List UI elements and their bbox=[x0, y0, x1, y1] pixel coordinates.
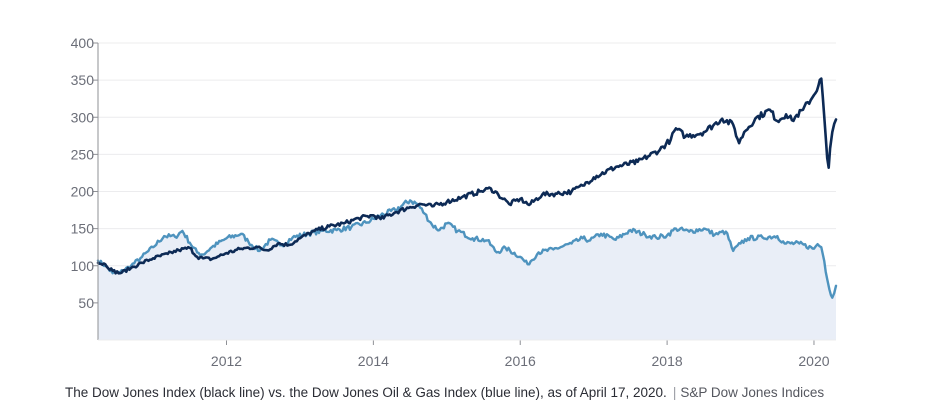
y-tick-label: 350 bbox=[71, 72, 95, 88]
y-tick-label: 400 bbox=[71, 35, 95, 51]
chart-caption: The Dow Jones Index (black line) vs. the… bbox=[65, 385, 824, 400]
y-tick-label: 50 bbox=[78, 295, 94, 311]
y-tick-label: 100 bbox=[71, 258, 95, 274]
x-tick-label: 2018 bbox=[652, 353, 683, 369]
x-tick-label: 2016 bbox=[505, 353, 536, 369]
series-lines bbox=[96, 77, 838, 299]
x-tick-label: 2012 bbox=[211, 353, 242, 369]
axes bbox=[93, 42, 836, 345]
x-tick-label: 2014 bbox=[358, 353, 389, 369]
tick-labels: 50 100 150 200 250 300 350 400 2012 2014 2016 2018 2… bbox=[71, 35, 830, 369]
line-chart: 50 100 150 200 250 300 350 400 2012 2014 2016 2018 2… bbox=[71, 35, 838, 369]
caption-separator: | bbox=[672, 385, 677, 400]
y-tick-label: 200 bbox=[71, 184, 95, 200]
y-tick-label: 300 bbox=[71, 109, 95, 125]
source-credit: S&P Dow Jones Indices bbox=[680, 385, 825, 400]
area-layer bbox=[98, 200, 836, 340]
oil-gas-line bbox=[96, 199, 838, 299]
x-tick-label: 2020 bbox=[798, 353, 829, 369]
y-tick-label: 150 bbox=[71, 221, 95, 237]
oil-gas-area bbox=[98, 200, 836, 340]
caption-text: The Dow Jones Index (black line) vs. the… bbox=[65, 385, 667, 400]
dow-jones-line bbox=[96, 77, 838, 275]
y-tick-label: 250 bbox=[71, 146, 95, 162]
